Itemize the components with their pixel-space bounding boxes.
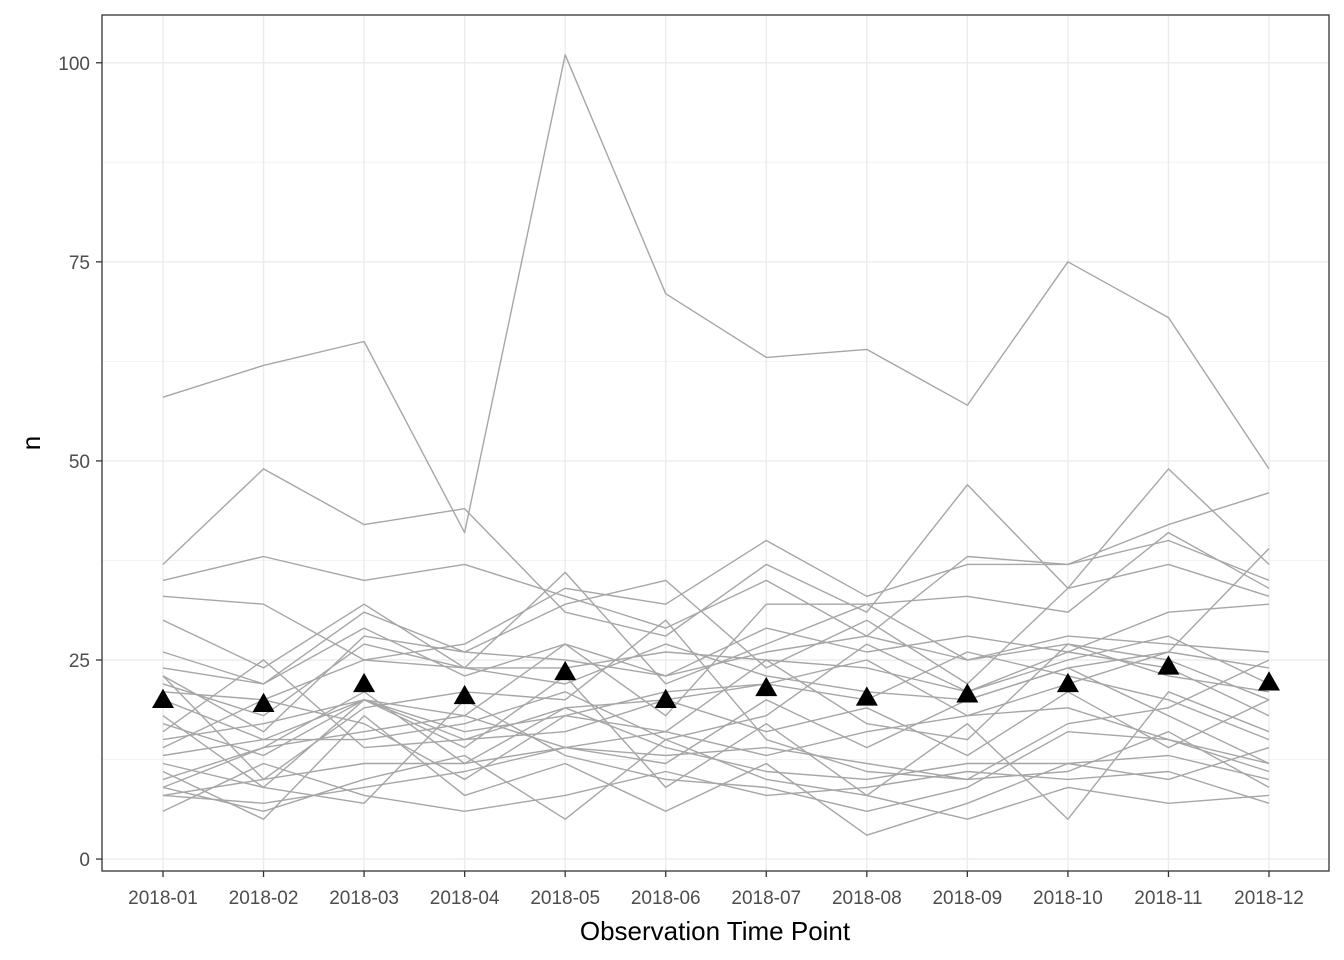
series-line-13 bbox=[162, 643, 1270, 741]
mean-marker-2018-12 bbox=[1258, 671, 1280, 691]
y-tick-label: 100 bbox=[58, 54, 90, 75]
mean-markers bbox=[152, 655, 1280, 713]
series-line-22 bbox=[162, 715, 1270, 836]
mean-marker-2018-05 bbox=[554, 660, 577, 681]
mean-marker-2018-03 bbox=[353, 672, 376, 693]
plot-border bbox=[101, 14, 1330, 872]
mean-marker-2018-06 bbox=[654, 688, 677, 709]
x-tick-label: 2018-01 bbox=[128, 888, 198, 909]
series-line-18 bbox=[162, 707, 1270, 789]
x-tick-label: 2018-07 bbox=[731, 888, 801, 909]
series-line-9 bbox=[162, 635, 1270, 717]
mean-marker-2018-09 bbox=[956, 683, 979, 703]
series-line-16 bbox=[162, 691, 1270, 789]
series-line-4 bbox=[162, 539, 1270, 661]
series-line-25 bbox=[162, 675, 1270, 820]
series-line-17 bbox=[162, 667, 1270, 781]
x-tick-label: 2018-09 bbox=[932, 888, 1002, 909]
series-line-8 bbox=[162, 603, 1270, 733]
x-tick-label: 2018-08 bbox=[832, 888, 902, 909]
mean-marker-2018-10 bbox=[1056, 672, 1079, 693]
x-tick-label: 2018-12 bbox=[1234, 888, 1304, 909]
series-line-1 bbox=[162, 54, 1270, 534]
mean-marker-2018-08 bbox=[855, 686, 878, 706]
x-tick-label: 2018-06 bbox=[631, 888, 701, 909]
mean-marker-2018-07 bbox=[755, 676, 778, 697]
series-lines bbox=[162, 54, 1270, 836]
x-tick-label: 2018-11 bbox=[1134, 888, 1202, 909]
x-tick-label: 2018-10 bbox=[1033, 888, 1103, 909]
x-axis-title: Observation Time Point bbox=[580, 916, 851, 946]
mean-marker-2018-11 bbox=[1157, 655, 1180, 675]
mean-marker-2018-04 bbox=[453, 684, 476, 705]
y-tick-label: 25 bbox=[69, 651, 90, 672]
series-line-15 bbox=[162, 643, 1270, 757]
series-line-26 bbox=[162, 619, 1270, 781]
x-tick-label: 2018-05 bbox=[530, 888, 600, 909]
series-line-23 bbox=[162, 738, 1270, 820]
series-line-6 bbox=[162, 563, 1270, 685]
x-axis: 2018-01 2018-02 2018-03 2018-04 2018-05 2018-… bbox=[128, 871, 1304, 909]
series-line-2 bbox=[162, 468, 1270, 637]
mean-marker-2018-02 bbox=[252, 692, 275, 713]
series-line-10 bbox=[162, 548, 1270, 701]
x-tick-label: 2018-03 bbox=[329, 888, 399, 909]
y-tick-label: 50 bbox=[69, 452, 90, 473]
y-axis-title: n bbox=[16, 436, 46, 450]
y-axis: 0 25 50 75 100 bbox=[58, 54, 102, 871]
series-line-11 bbox=[162, 635, 1270, 741]
series-line-24 bbox=[162, 699, 1270, 812]
mean-marker-2018-01 bbox=[152, 688, 174, 709]
y-tick-label: 0 bbox=[79, 850, 90, 871]
x-tick-label: 2018-04 bbox=[430, 888, 500, 909]
series-line-3 bbox=[162, 492, 1270, 637]
y-tick-label: 75 bbox=[69, 253, 90, 274]
x-tick-label: 2018-02 bbox=[229, 888, 299, 909]
grid-lines bbox=[102, 15, 1329, 871]
